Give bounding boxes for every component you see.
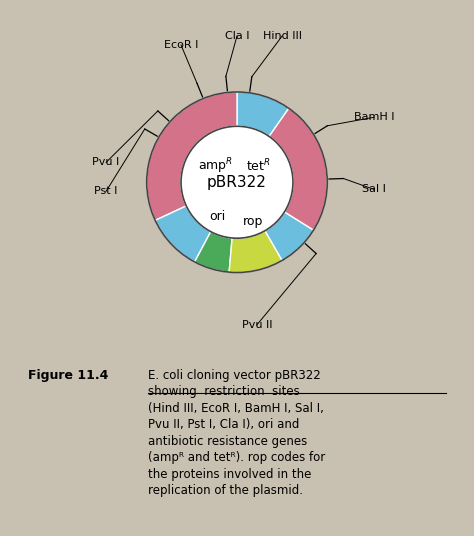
Text: replication of the plasmid.: replication of the plasmid. [148, 485, 303, 497]
Wedge shape [155, 206, 211, 262]
Wedge shape [147, 92, 237, 220]
Text: Figure 11.4: Figure 11.4 [27, 369, 108, 382]
Text: (ampᴿ and tetᴿ). rop codes for: (ampᴿ and tetᴿ). rop codes for [148, 451, 325, 464]
Text: tet$^R$: tet$^R$ [246, 158, 271, 174]
Text: rop: rop [243, 215, 264, 228]
Text: E. coli cloning vector pBR322: E. coli cloning vector pBR322 [148, 369, 320, 382]
Text: Pvu I: Pvu I [92, 158, 120, 167]
Circle shape [181, 126, 293, 238]
Text: BamH I: BamH I [354, 112, 394, 122]
Text: Cla I: Cla I [225, 31, 249, 41]
Text: Pst I: Pst I [94, 187, 118, 196]
Wedge shape [265, 212, 314, 260]
Wedge shape [269, 108, 327, 230]
Text: showing  restriction  sites: showing restriction sites [148, 385, 300, 398]
Text: Pvu II: Pvu II [242, 320, 272, 330]
Text: Sal I: Sal I [362, 184, 386, 195]
Wedge shape [229, 230, 282, 272]
Text: Hind III: Hind III [263, 31, 301, 41]
Wedge shape [237, 92, 289, 136]
Text: antibiotic resistance genes: antibiotic resistance genes [148, 435, 307, 448]
Text: the proteins involved in the: the proteins involved in the [148, 468, 311, 481]
Text: ori: ori [209, 210, 225, 223]
Text: Pvu II, Pst I, Cla I), ori and: Pvu II, Pst I, Cla I), ori and [148, 418, 299, 431]
Wedge shape [195, 232, 232, 272]
Text: pBR322: pBR322 [207, 175, 267, 190]
Text: EcoR I: EcoR I [164, 40, 198, 50]
Text: amp$^R$: amp$^R$ [198, 156, 233, 176]
Text: (Hind III, EcoR I, BamH I, Sal I,: (Hind III, EcoR I, BamH I, Sal I, [148, 402, 324, 415]
